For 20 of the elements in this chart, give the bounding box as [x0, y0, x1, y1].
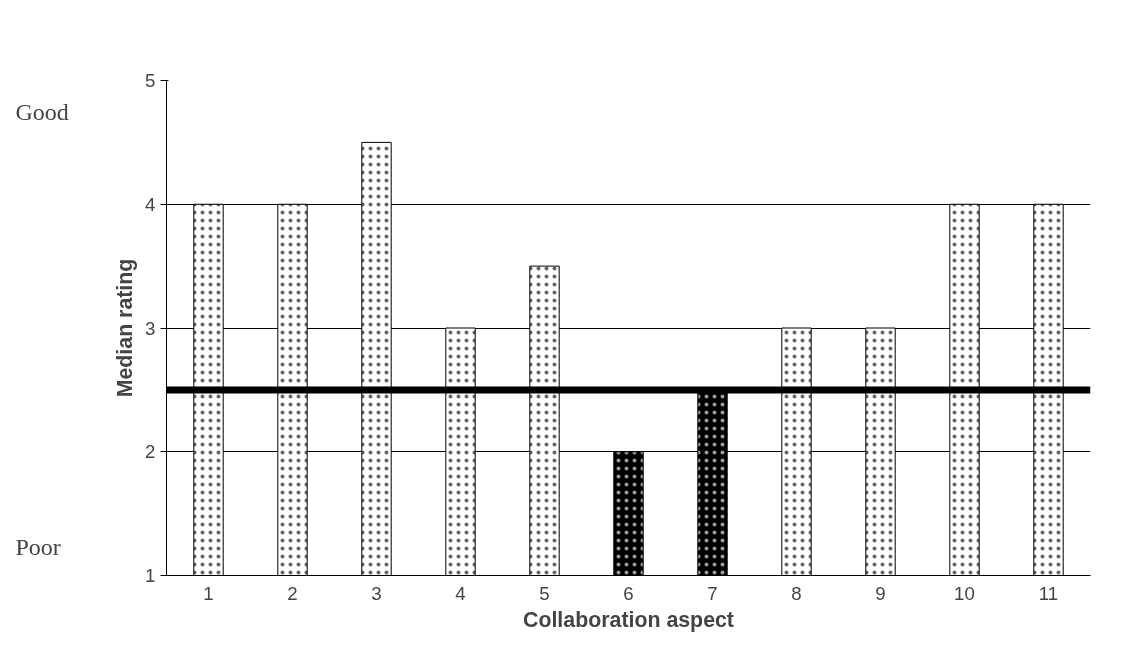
x-tick-label: 8	[791, 582, 802, 604]
x-tick-label: 4	[455, 582, 466, 604]
y-tick-label: 5	[145, 70, 156, 91]
x-tick-label: 10	[954, 582, 975, 604]
x-axis-title: Collaboration aspect	[523, 607, 734, 632]
text: Good	[15, 98, 69, 125]
y-tick-label: 4	[145, 193, 156, 215]
x-tick-label: 1	[203, 582, 214, 604]
text: Poor	[15, 533, 61, 560]
x-tick-label: 11	[1038, 582, 1059, 604]
y-tick-label: 3	[145, 317, 156, 339]
x-tick-label: 2	[287, 582, 298, 604]
y-axis-title: Median rating	[113, 258, 138, 398]
x-tick-label: 7	[707, 582, 718, 604]
x-tick-label: 6	[623, 582, 634, 604]
y-tick-label: 2	[145, 441, 156, 463]
x-tick-label: 5	[539, 582, 550, 604]
x-tick-label: 3	[371, 582, 382, 604]
y-tick-label: 1	[145, 565, 156, 586]
x-tick-label: 9	[875, 582, 886, 604]
